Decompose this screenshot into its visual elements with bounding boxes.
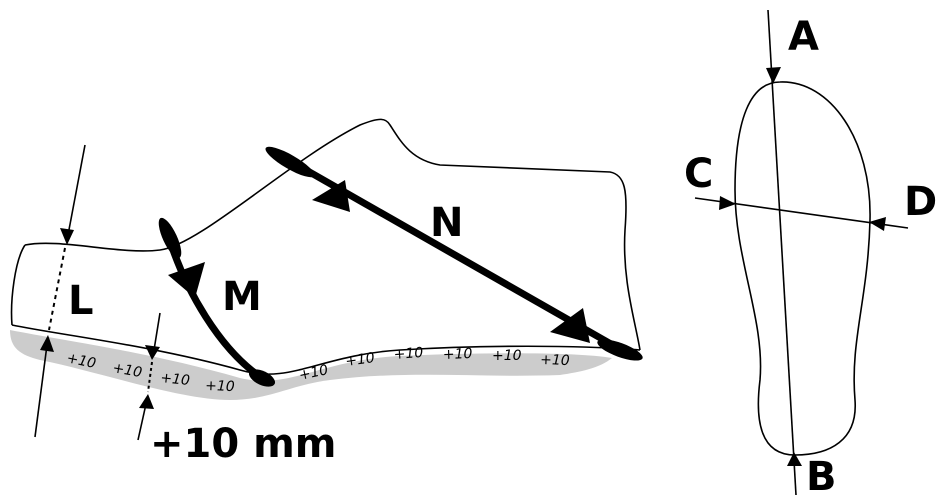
allowance-mark: +10 <box>205 378 235 395</box>
arrowhead <box>168 262 205 298</box>
allowance-mark: +10 <box>111 360 143 381</box>
leader <box>153 312 161 351</box>
label-m: M <box>222 274 262 320</box>
label-c: C <box>684 151 713 197</box>
arrowhead <box>719 196 736 210</box>
sole-band <box>10 330 612 400</box>
arrowhead <box>139 394 154 409</box>
arrowhead <box>787 452 802 466</box>
allowance-marks: +10 +10 +10 +10 +10 +10 +10 +10 +10 +10 <box>65 345 570 395</box>
measure-n-start <box>265 146 315 178</box>
leader <box>34 344 48 438</box>
allowance-note: +10 mm <box>150 421 336 467</box>
shoe-outline <box>24 118 641 351</box>
arrowhead <box>869 217 886 231</box>
label-n: N <box>430 200 463 246</box>
allowance-mark: +10 <box>443 346 473 363</box>
arrowhead <box>40 335 54 352</box>
measure-m-start <box>158 217 182 259</box>
arrowhead <box>145 345 160 360</box>
arrowhead <box>766 67 781 84</box>
allowance-mark: +10 <box>160 370 191 389</box>
axis-a-b <box>767 9 797 495</box>
label-l: L <box>68 278 94 324</box>
allowance-mark: +10 <box>298 362 330 384</box>
label-a: A <box>788 14 819 60</box>
heel-outline <box>10 244 26 326</box>
leader <box>67 144 86 236</box>
arrowhead <box>550 308 590 343</box>
label-d: D <box>904 179 937 225</box>
leader <box>137 403 147 441</box>
allowance-mark: +10 <box>393 345 424 363</box>
allowance-mark: +10 <box>540 352 570 369</box>
measure-m-end <box>248 369 276 387</box>
arrowhead <box>60 228 74 245</box>
measure-n-end <box>597 339 643 361</box>
allowance-mark: +10 <box>492 348 522 364</box>
label-b: B <box>806 454 837 495</box>
measure-l-line <box>48 247 66 331</box>
arrowhead <box>312 180 350 212</box>
allowance-line <box>147 361 153 393</box>
sole-outline <box>734 81 871 456</box>
allowance-mark: +10 <box>65 350 97 372</box>
allowance-mark: +10 <box>344 350 376 370</box>
sole-line <box>11 324 641 375</box>
